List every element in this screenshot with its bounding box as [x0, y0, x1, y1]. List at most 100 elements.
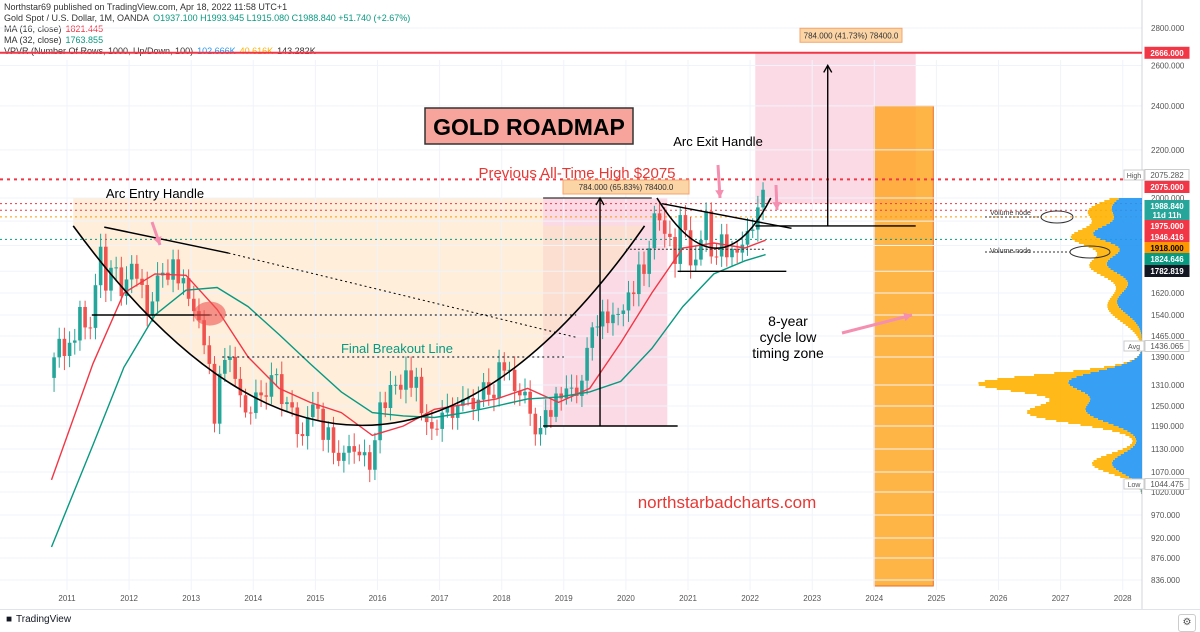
volume-profile-bar-up — [1098, 228, 1142, 230]
volume-profile-bar-up — [1136, 442, 1142, 444]
volume-profile-bar-down — [1090, 266, 1109, 268]
volume-profile-bar-up — [1114, 218, 1142, 220]
candle-body — [632, 292, 636, 294]
volume-profile-bar-up — [1137, 356, 1142, 358]
volume-profile-bar-up — [1138, 324, 1142, 326]
volume-profile-bar-up — [1119, 250, 1142, 252]
y-tick-label: 1190.000 — [1151, 422, 1184, 431]
candle-body — [373, 440, 377, 470]
candle-body — [151, 301, 155, 315]
x-tick-label: 2020 — [617, 594, 635, 603]
volume-profile-bar-up — [1111, 242, 1142, 244]
candle-body — [668, 234, 672, 237]
volume-profile-bar-down — [1090, 216, 1114, 218]
price-tag: 2075.282 — [1150, 171, 1184, 180]
volume-profile-bar-down — [1054, 372, 1090, 374]
volume-profile-bar-down — [1107, 306, 1119, 308]
candle-body — [544, 410, 548, 428]
volume-profile-bar-down — [1097, 252, 1118, 254]
volume-profile-bar-down — [1134, 358, 1135, 360]
candle-body — [684, 215, 688, 230]
candle-body — [363, 452, 367, 455]
volume-profile-bar-up — [1112, 464, 1142, 466]
volume-profile-bar-down — [1123, 448, 1131, 450]
volume-profile-bar-down — [1073, 370, 1098, 372]
tradingview-brand: TradingView — [16, 614, 71, 625]
candle-body — [182, 278, 186, 283]
volume-profile-bar-down — [1089, 214, 1114, 216]
volume-profile-bar-up — [1128, 282, 1142, 284]
volume-profile-bar-down — [1108, 278, 1126, 280]
volume-profile-bar-down — [1130, 444, 1135, 446]
y-tick-label: 1620.000 — [1151, 289, 1185, 298]
price-tag: 2666.000 — [1150, 49, 1184, 58]
volume-profile-bar-down — [1090, 224, 1107, 226]
candle-body — [720, 234, 724, 256]
volume-profile-bar-up — [1093, 416, 1142, 418]
price-tag: 11d 11h — [1153, 211, 1182, 220]
x-tick-label: 2011 — [58, 594, 76, 603]
volume-profile-bar-up — [1127, 430, 1142, 432]
volume-profile-bar-up — [1139, 354, 1142, 356]
candle-body — [301, 434, 305, 436]
candle-body — [601, 311, 605, 326]
price-chart[interactable]: 2800.0002600.0002400.0002200.0002000.000… — [0, 0, 1200, 609]
volume-profile-bar-down — [1030, 414, 1090, 416]
candle-body — [321, 409, 325, 440]
candle-body — [699, 240, 703, 260]
volume-profile-bar-down — [1135, 332, 1141, 334]
candle-body — [223, 360, 227, 374]
volume-profile-bar-down — [1072, 238, 1100, 240]
volume-profile-bar-down — [1096, 250, 1120, 252]
cycle-label-3: timing zone — [752, 345, 824, 361]
volume-profile-bar-up — [1071, 378, 1142, 380]
candle-body — [611, 315, 615, 323]
volume-profile-bar-down — [1097, 272, 1117, 274]
volume-profile-bar-down — [1089, 264, 1107, 266]
volume-profile-bar-down — [1111, 280, 1127, 282]
candle-body — [145, 285, 149, 316]
volume-profile-bar-up — [1139, 326, 1142, 328]
volume-profile-bar-down — [1011, 390, 1081, 392]
volume-profile-bar-down — [997, 388, 1077, 390]
candle-body — [130, 264, 134, 280]
candle-body — [715, 256, 719, 257]
x-tick-label: 2015 — [307, 594, 325, 603]
volume-profile-bar-up — [1140, 328, 1142, 330]
volume-profile-bar-down — [1095, 466, 1114, 468]
volume-profile-bar-down — [1036, 416, 1093, 418]
y-tick-label: 2200.000 — [1151, 146, 1185, 155]
volume-profile-bar-up — [1103, 420, 1142, 422]
volume-profile-bar-down — [1112, 430, 1127, 432]
volume-profile-bar-down — [1092, 220, 1112, 222]
candle-body — [171, 259, 175, 279]
volume-profile-bar-up — [1111, 268, 1142, 270]
volume-profile-bar-up — [1136, 438, 1142, 440]
volume-profile-bar-down — [1082, 228, 1098, 230]
volume-profile-bar-down — [1101, 274, 1121, 276]
volume-profile-bar-down — [1098, 468, 1115, 470]
volume-profile-bar-down — [1129, 436, 1135, 438]
volume-profile-bar-down — [1097, 458, 1115, 460]
volume-profile-bar-down — [978, 382, 1068, 384]
volume-profile-bar-up — [1127, 362, 1142, 364]
candle-body — [658, 213, 662, 220]
candle-body — [83, 307, 87, 327]
settings-gear-icon[interactable]: ⚙ — [1178, 614, 1196, 632]
volume-profile-bar-up — [1085, 408, 1142, 410]
volume-profile-bar-up — [1141, 492, 1142, 494]
volume-profile-bar-down — [1088, 212, 1113, 214]
volume-profile-bar-up — [1117, 456, 1142, 458]
tradingview-logo[interactable]: ■TradingView — [6, 614, 71, 625]
volume-profile-bar-down — [1027, 412, 1087, 414]
volume-profile-bar-down — [1107, 304, 1117, 306]
price-tag: 1824.646 — [1150, 255, 1184, 264]
candle-body — [285, 402, 289, 404]
cup-top-band — [73, 198, 543, 226]
x-tick-label: 2013 — [182, 594, 200, 603]
volume-profile-bar-up — [1108, 260, 1142, 262]
volume-profile-bar-up — [1094, 234, 1142, 236]
volume-profile-bar-down — [1103, 428, 1123, 430]
volume-profile-bar-up — [1086, 406, 1142, 408]
volume-profile-bar-up — [1140, 330, 1142, 332]
